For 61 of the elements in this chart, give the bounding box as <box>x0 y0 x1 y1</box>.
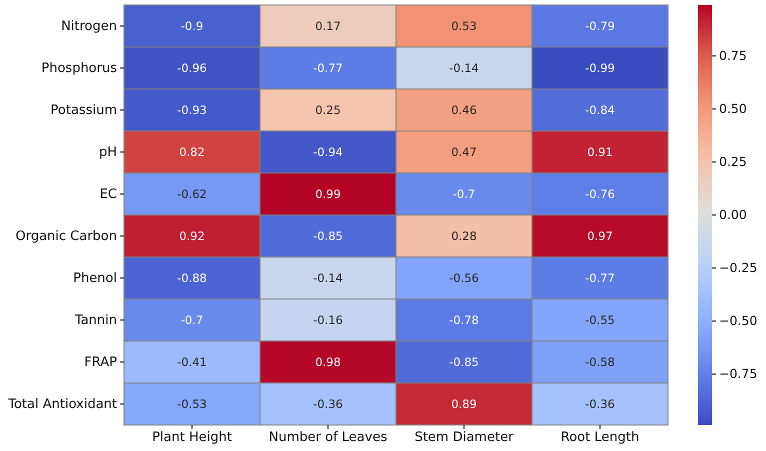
color-bar-label: 0.25 <box>719 154 747 169</box>
y-tick-label: pH <box>98 145 117 160</box>
data-label: -0.16 <box>313 313 343 328</box>
data-label: -0.7 <box>180 313 204 328</box>
y-tick-label: Nitrogen <box>61 19 117 34</box>
data-label: 0.17 <box>315 19 341 34</box>
data-label: -0.14 <box>449 61 479 76</box>
data-label: -0.96 <box>177 61 207 76</box>
y-tick-label: Phosphorus <box>41 61 118 76</box>
color-bar-label: 0.00 <box>719 207 747 222</box>
data-label: -0.7 <box>452 187 476 202</box>
x-tick-label: Number of Leaves <box>268 430 388 446</box>
data-label: 0.89 <box>451 397 477 412</box>
data-label: -0.77 <box>585 271 615 286</box>
data-label: -0.36 <box>585 397 615 412</box>
data-label: 0.91 <box>587 145 613 160</box>
data-label: -0.53 <box>177 397 207 412</box>
color-bar-label: −0.75 <box>719 366 758 382</box>
y-tick-label: Tannin <box>74 313 117 328</box>
data-label: -0.9 <box>180 19 204 34</box>
data-label: 0.82 <box>179 145 205 160</box>
data-label: -0.14 <box>313 271 343 286</box>
data-label: -0.36 <box>313 397 343 412</box>
data-label: -0.78 <box>449 313 479 328</box>
data-label: -0.55 <box>585 313 615 328</box>
data-label: -0.77 <box>313 61 343 76</box>
x-tick-label: Stem Diameter <box>414 430 514 446</box>
data-label: 0.53 <box>451 19 477 34</box>
color-bar-label: −0.50 <box>719 313 758 328</box>
data-label: -0.58 <box>585 355 615 370</box>
y-tick-label: Organic Carbon <box>15 229 117 244</box>
x-tick-label: Plant Height <box>152 430 232 446</box>
data-label: 0.46 <box>451 103 477 118</box>
data-label: 0.98 <box>315 355 341 370</box>
y-tick-label: Potassium <box>50 103 117 118</box>
data-label: 0.97 <box>587 229 613 244</box>
y-tick-label: Total Antioxidant <box>7 397 117 412</box>
data-label: -0.76 <box>585 187 615 202</box>
data-label: -0.94 <box>313 145 343 160</box>
x-tick-label: Root Length <box>560 430 640 446</box>
data-label: -0.62 <box>177 187 207 202</box>
data-label: -0.85 <box>449 355 479 370</box>
data-label: -0.88 <box>177 271 207 286</box>
data-label: 0.25 <box>315 103 341 118</box>
data-label: -0.85 <box>313 229 343 244</box>
data-label: 0.28 <box>451 229 477 244</box>
y-tick-label: EC <box>100 187 117 202</box>
data-label: 0.99 <box>315 187 341 202</box>
data-label: -0.99 <box>585 61 615 76</box>
data-label: 0.92 <box>179 229 205 244</box>
data-label: -0.79 <box>585 19 615 34</box>
color-bar-label: −0.25 <box>719 260 758 276</box>
data-label: -0.56 <box>449 271 479 286</box>
data-label: 0.47 <box>451 145 477 160</box>
data-label: -0.84 <box>585 103 615 118</box>
color-bar-label: 0.50 <box>719 100 747 116</box>
data-label: -0.93 <box>177 103 207 118</box>
data-label: -0.41 <box>177 355 207 370</box>
color-bar-label: 0.75 <box>719 48 747 63</box>
y-tick-label: FRAP <box>84 355 118 370</box>
y-tick-label: Phenol <box>73 271 117 286</box>
